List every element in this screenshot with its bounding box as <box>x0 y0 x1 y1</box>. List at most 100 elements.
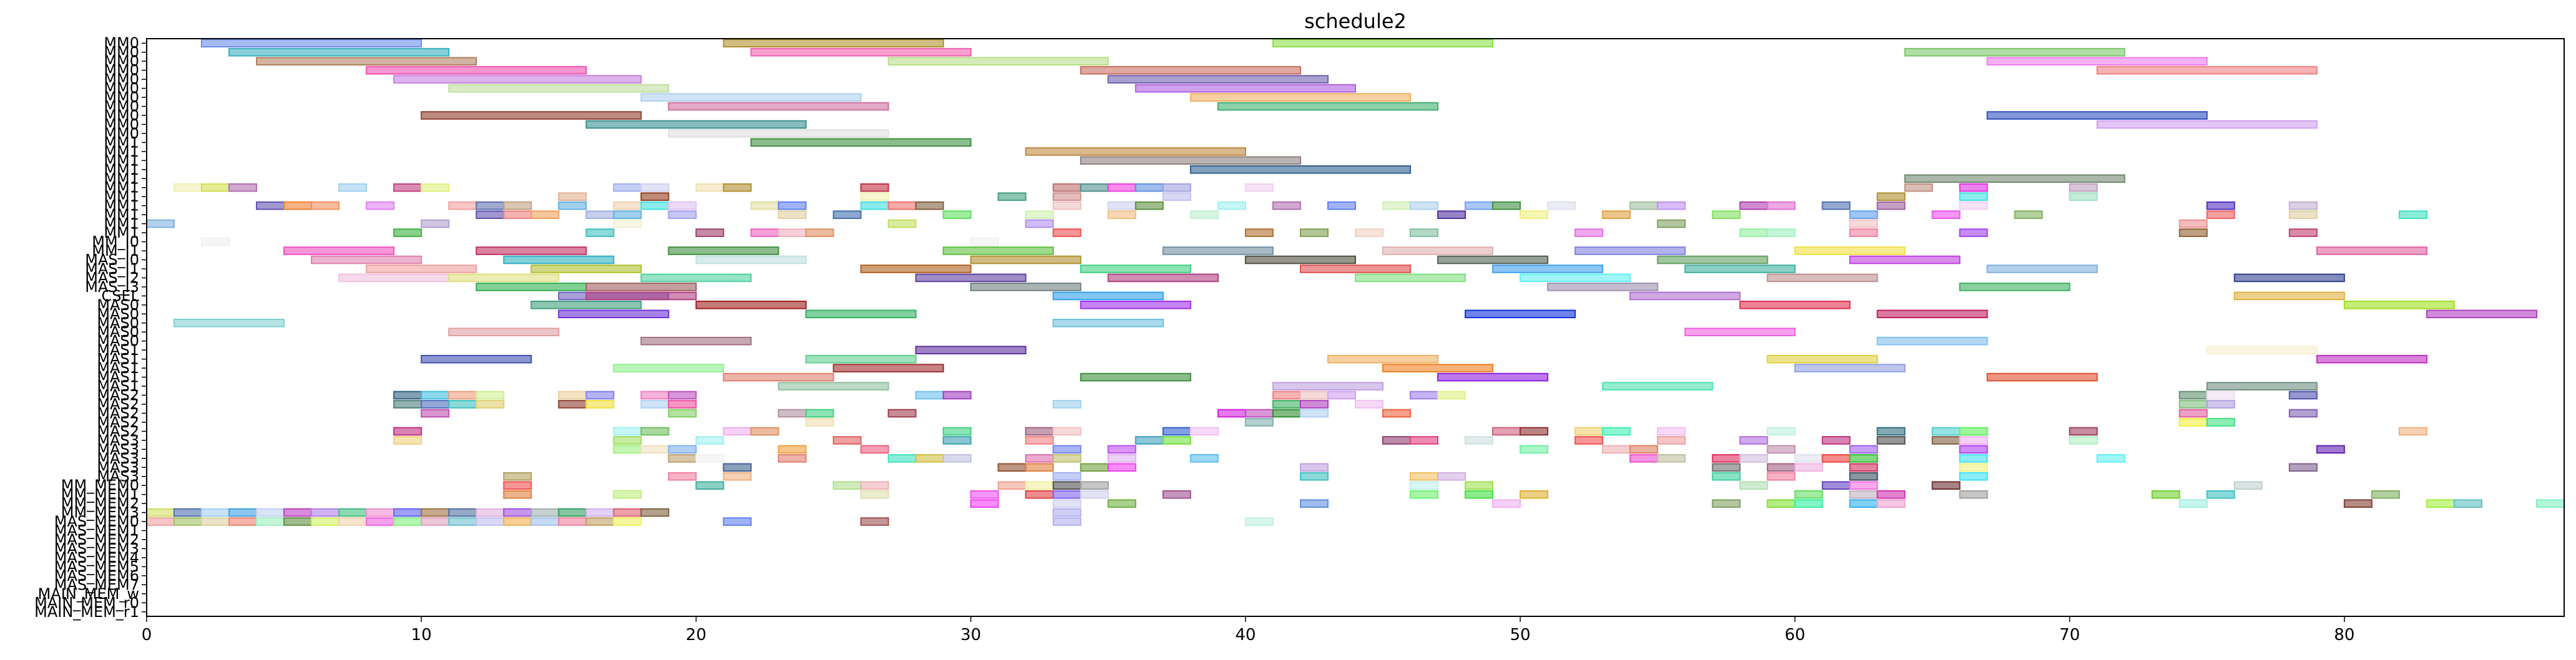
task-bar <box>640 400 670 409</box>
task-bar <box>585 391 615 400</box>
y-tick-label: MM_I1 <box>92 242 139 260</box>
task-bar <box>695 301 807 309</box>
y-tick-label: MAS2 <box>97 387 139 404</box>
task-bar <box>1272 39 1494 48</box>
task-bar <box>887 219 917 228</box>
y-tick-label: MAS0 <box>97 296 139 314</box>
task-bar <box>942 391 972 400</box>
task-bar <box>668 400 697 409</box>
task-bar <box>915 391 944 400</box>
task-bar <box>640 427 670 436</box>
task-bar <box>585 508 615 517</box>
y-tick-label: MM0 <box>104 34 139 52</box>
task-bar <box>613 210 642 219</box>
y-tick-label: MM_MEM1 <box>61 486 139 503</box>
task-bar <box>1492 201 1521 210</box>
task-bar <box>668 201 697 210</box>
task-bar <box>173 319 285 328</box>
y-tick-label: MAS2 <box>97 404 139 422</box>
task-bar <box>1382 364 1494 372</box>
task-bar <box>1602 445 1631 454</box>
task-bar <box>476 391 505 400</box>
task-bar <box>805 228 834 237</box>
y-tick-label: MAS_I3 <box>85 278 139 296</box>
y-tick-label: MM1 <box>104 224 139 241</box>
y-tick-label: MAS3 <box>97 440 139 458</box>
task-bar <box>723 517 752 526</box>
task-bar <box>2426 499 2455 508</box>
task-bar <box>1272 409 1301 418</box>
task-bar <box>2536 499 2565 508</box>
task-bar <box>1437 391 1466 400</box>
task-bar <box>421 508 450 517</box>
task-bar <box>1876 436 1906 445</box>
task-bar <box>146 517 175 526</box>
task-bar <box>1712 499 1741 508</box>
task-bar <box>915 454 944 463</box>
task-bar <box>448 201 477 210</box>
task-bar <box>1822 481 1851 490</box>
task-bar <box>668 445 697 454</box>
task-bar <box>640 201 670 210</box>
task-bar <box>256 57 477 66</box>
task-bar <box>338 273 450 283</box>
task-bar <box>860 517 889 526</box>
task-bar <box>585 517 615 526</box>
task-bar <box>2453 499 2482 508</box>
task-bar <box>1849 454 1878 463</box>
task-bar <box>1080 66 1302 75</box>
task-bar <box>1052 201 1081 210</box>
task-bar <box>146 508 175 517</box>
y-tick-label: MM1 <box>104 133 139 151</box>
task-bar <box>1189 93 1412 102</box>
task-bar <box>1080 481 1109 490</box>
task-bar <box>942 210 972 219</box>
y-tick-label: MAS_MEM2 <box>54 531 139 548</box>
task-bar <box>530 508 560 517</box>
y-tick-label: MAS2 <box>97 396 139 413</box>
task-bar <box>1849 255 1961 264</box>
y-axis: MM0MM0MM0MM0MM0MM0MM0MM0MM0MM0MM0MM1MM1M… <box>34 34 147 621</box>
task-bar <box>1107 463 1136 472</box>
task-bar <box>1767 445 1796 454</box>
task-bar <box>421 111 642 120</box>
task-bar <box>860 192 889 201</box>
task-bar <box>1080 301 1191 309</box>
task-bar <box>476 400 505 409</box>
task-bar <box>1107 201 1136 210</box>
task-bar <box>311 517 340 526</box>
task-bar <box>1080 264 1191 273</box>
task-bar <box>2316 246 2427 255</box>
y-tick-label: MAS1 <box>97 377 139 395</box>
task-bar <box>283 246 395 255</box>
bars-layer <box>146 39 2565 526</box>
task-bar <box>558 309 670 319</box>
task-bar <box>1684 264 1796 273</box>
task-bar <box>1410 481 1438 490</box>
task-bar <box>695 183 724 192</box>
task-bar <box>2288 463 2318 472</box>
task-bar <box>1382 201 1411 210</box>
y-tick-label: MM_MEM2 <box>61 495 139 512</box>
task-bar <box>1134 84 1357 93</box>
task-bar <box>805 409 834 418</box>
task-bar <box>173 508 202 517</box>
task-bar <box>1849 463 1878 472</box>
task-bar <box>1052 517 1081 526</box>
task-bar <box>1849 210 1878 219</box>
task-bar <box>1904 183 1933 192</box>
task-bar <box>1849 490 1878 499</box>
task-bar <box>1959 472 1988 481</box>
task-bar <box>2206 400 2235 409</box>
task-bar <box>805 354 917 364</box>
task-bar <box>1134 436 1164 445</box>
task-bar <box>1739 481 1769 490</box>
task-bar <box>2288 201 2318 210</box>
task-bar <box>778 409 807 418</box>
task-bar <box>1052 192 1081 201</box>
task-bar <box>723 39 944 48</box>
task-bar <box>1602 210 1631 219</box>
task-bar <box>778 445 807 454</box>
task-bar <box>668 246 779 255</box>
x-axis: 0 10 20 30 40 50 60 70 80 <box>142 616 2354 644</box>
